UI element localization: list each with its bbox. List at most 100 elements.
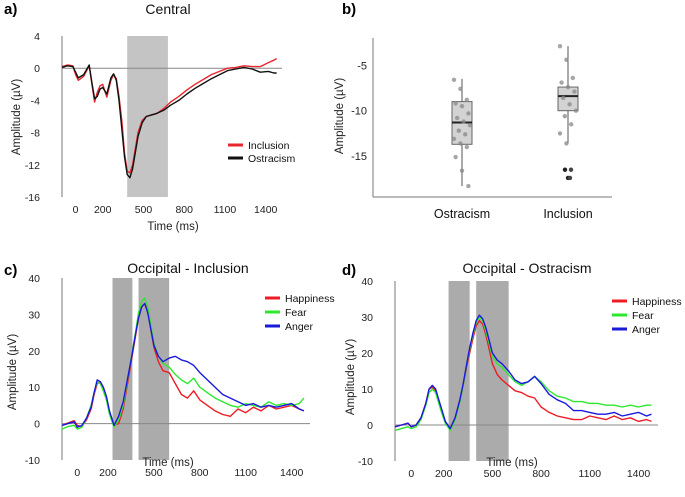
legend-label: Happiness: [285, 293, 335, 305]
category-label: Ostracism: [434, 207, 490, 221]
panel-letter: c): [4, 262, 17, 279]
y-axis-label: Amplitude (µV): [334, 78, 346, 154]
y-tick-label: 30: [28, 309, 40, 321]
data-point: [464, 144, 469, 150]
data-point: [461, 119, 466, 124]
y-tick-label: -15: [351, 151, 367, 163]
legend-label: Fear: [632, 310, 654, 322]
panel-title: Occipital - Ostracism: [462, 260, 591, 276]
legend-label: Ostracism: [248, 153, 296, 165]
y-tick-label: -8: [31, 128, 40, 140]
category-label: Inclusion: [543, 207, 592, 221]
x-tick-label: 200: [435, 468, 453, 480]
y-tick-label: -10: [351, 106, 367, 118]
data-point: [463, 132, 468, 137]
series-line-inclusion: [61, 57, 277, 174]
panel-3-group: 40 30 20 10 0 -10 0 200 500 800 1100 1400 Happiness F…: [342, 260, 682, 480]
y-tick-label: 0: [367, 420, 373, 432]
legend-label: Fear: [285, 307, 307, 319]
data-point: [459, 168, 465, 173]
legend-label: Anger: [285, 321, 314, 333]
series-line-happiness: [394, 319, 652, 430]
data-point: [565, 84, 571, 90]
data-point: [562, 113, 567, 119]
panel-1-group: -5 -10 -15 Ostracism Inclusion b) Amplitude (µ…: [334, 1, 612, 221]
data-point: [451, 77, 457, 82]
shaded-time-window: [476, 281, 509, 461]
x-tick-label: 800: [175, 204, 193, 216]
legend-label: Inclusion: [248, 140, 290, 152]
data-point: [451, 136, 457, 142]
x-tick-label: 1400: [254, 204, 278, 216]
y-tick-label: 0: [34, 63, 40, 75]
y-axis-label: Amplitude (µV): [345, 339, 357, 415]
panel-letter: b): [342, 1, 356, 18]
data-point: [567, 102, 572, 107]
y-tick-label: -16: [25, 192, 40, 204]
data-point: [561, 95, 566, 101]
x-tick-label: 0: [74, 467, 80, 479]
x-tick-label: 800: [532, 468, 550, 480]
x-axis-label: Time (ms): [486, 457, 537, 469]
data-point: [573, 108, 579, 113]
data-point: [559, 80, 564, 85]
data-point: [458, 141, 463, 146]
series-line-ostracism: [61, 64, 277, 179]
data-point: [572, 89, 577, 94]
data-point: [464, 97, 469, 102]
x-tick-label: 800: [191, 467, 209, 479]
y-tick-label: 40: [361, 276, 373, 288]
data-point: [467, 123, 473, 128]
y-tick-label: 40: [28, 273, 40, 285]
series-line-fear: [394, 316, 652, 432]
series-line-happiness: [61, 302, 305, 428]
x-axis-label: Time (ms): [142, 457, 193, 469]
x-tick-label: 500: [135, 204, 153, 216]
x-tick-label: 0: [73, 204, 79, 216]
series-line-anger: [61, 302, 305, 428]
y-tick-label: 10: [28, 382, 40, 394]
y-tick-label: 0: [34, 419, 40, 431]
panel-letter: a): [4, 1, 17, 18]
legend-label: Anger: [632, 324, 661, 336]
data-point: [564, 57, 569, 63]
data-point: [466, 183, 471, 189]
data-point: [570, 75, 575, 81]
shaded-time-window: [112, 278, 133, 460]
panel-title: Occipital - Inclusion: [127, 260, 248, 276]
y-tick-label: 10: [361, 384, 373, 396]
y-tick-label: -10: [358, 456, 373, 468]
data-point: [557, 43, 563, 49]
x-tick-label: 500: [145, 467, 163, 479]
data-point: [455, 115, 460, 121]
x-axis-label: Time (ms): [147, 221, 198, 233]
panel-title: Central: [145, 1, 190, 17]
series-line-fear: [61, 297, 305, 430]
x-tick-label: 1100: [214, 204, 237, 216]
y-tick-label: 20: [28, 346, 40, 358]
shaded-time-window: [448, 281, 470, 461]
legend-label: Happiness: [632, 296, 682, 308]
outlier-point: [567, 175, 573, 181]
x-tick-label: 200: [94, 204, 112, 216]
data-point: [569, 122, 574, 127]
x-tick-label: 1400: [627, 468, 651, 480]
data-point: [466, 111, 471, 116]
data-point: [453, 101, 458, 106]
x-tick-label: 0: [408, 468, 414, 480]
panel-letter: d): [342, 262, 356, 279]
data-point: [459, 103, 465, 109]
data-point: [564, 141, 569, 146]
y-tick-label: 20: [361, 348, 373, 360]
x-tick-label: 1400: [280, 467, 304, 479]
outlier-point: [562, 167, 568, 172]
series-line-anger: [394, 314, 652, 430]
shaded-time-window: [138, 278, 170, 460]
x-tick-label: 1100: [579, 468, 602, 480]
panel-2-group: 40 30 20 10 0 -10 0 200 500 800 1100 1400 Happiness F…: [4, 260, 335, 479]
data-point: [458, 86, 463, 92]
x-tick-label: 1100: [234, 467, 257, 479]
y-axis-label: Amplitude (µV): [11, 79, 23, 155]
y-tick-label: 4: [34, 31, 40, 43]
